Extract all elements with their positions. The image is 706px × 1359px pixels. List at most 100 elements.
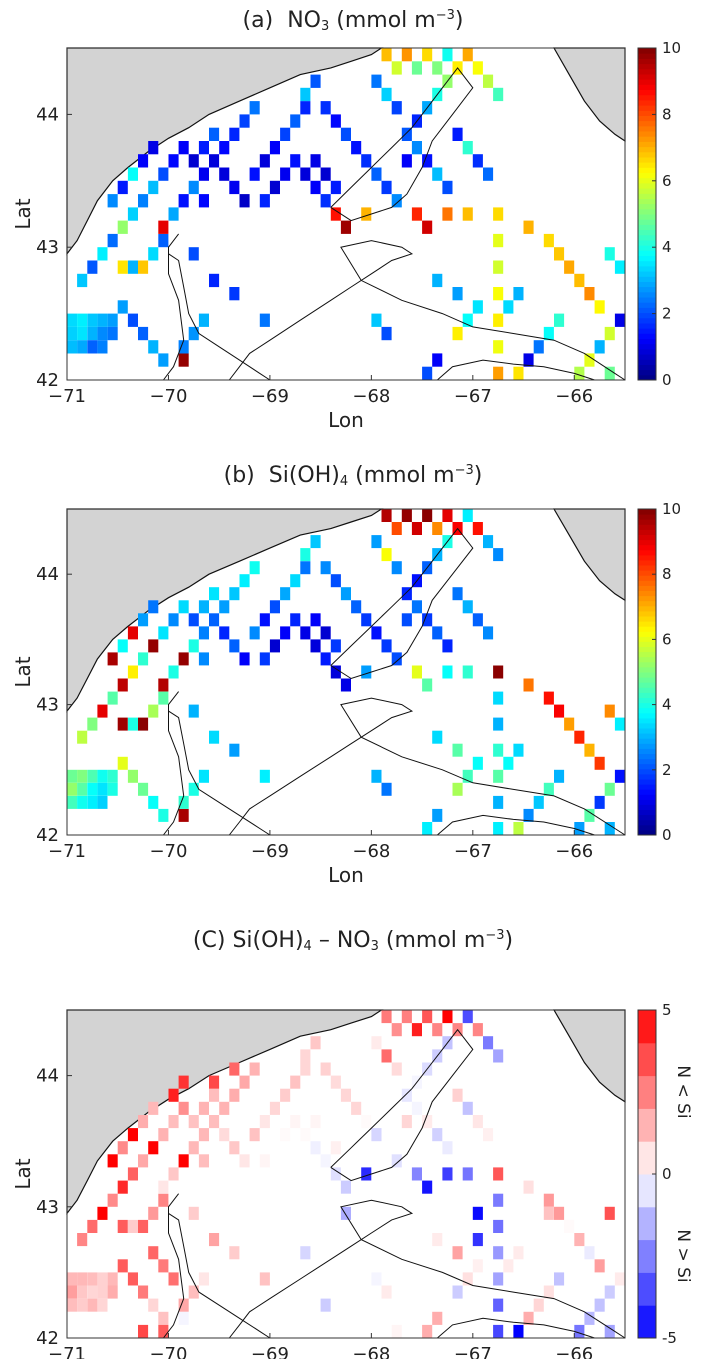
data-cell: [310, 180, 321, 195]
data-cell: [330, 180, 341, 195]
data-cell: [249, 626, 260, 640]
data-cell: [523, 220, 534, 234]
data-cell: [259, 652, 270, 666]
data-cell: [77, 326, 88, 341]
data-cell: [320, 626, 331, 640]
data-cell: [391, 1324, 402, 1338]
colorbar-segment: [638, 773, 656, 780]
depth-contour: [228, 1199, 626, 1339]
colorbar-segment: [638, 359, 656, 365]
colorbar-segment: [638, 286, 656, 293]
data-cell: [340, 678, 351, 692]
colorbar-segment: [638, 590, 656, 597]
data-cell: [158, 808, 169, 822]
data-cell: [107, 1285, 118, 1299]
data-cell: [178, 1298, 189, 1312]
colorbar-segment: [638, 115, 656, 122]
data-cell: [310, 1141, 321, 1155]
colorbar-segment: [638, 1042, 656, 1077]
data-cell: [127, 1167, 138, 1181]
data-cell: [411, 1167, 422, 1181]
data-cell: [614, 313, 625, 327]
y-axis-label: Lat: [11, 198, 35, 229]
data-cell: [452, 1088, 463, 1102]
data-cell: [97, 313, 108, 327]
data-cell: [198, 1154, 209, 1168]
data-cell: [381, 48, 392, 62]
data-cell: [158, 167, 169, 181]
data-cell: [117, 260, 128, 274]
data-cell: [472, 756, 483, 770]
data-cell: [97, 1298, 108, 1312]
data-cell: [564, 260, 575, 274]
colorbar-segment: [638, 697, 656, 704]
data-cell: [259, 313, 270, 327]
data-cell: [493, 717, 504, 731]
colorbar-segment: [638, 307, 656, 314]
data-cell: [462, 1272, 473, 1286]
data-cell: [472, 300, 483, 314]
panel-a-title-sub: 3: [320, 19, 330, 34]
data-cell: [452, 743, 463, 757]
data-cell: [107, 313, 118, 327]
data-cell: [300, 167, 311, 181]
data-cell: [472, 1206, 483, 1220]
data-cell: [138, 1115, 149, 1129]
data-cell: [513, 366, 524, 380]
data-cell: [462, 141, 473, 155]
data-cell: [493, 1298, 504, 1312]
colorbar-tick-label: 10: [662, 500, 681, 518]
data-cell: [432, 1023, 443, 1037]
colorbar-segment: [638, 717, 656, 724]
data-cell: [594, 1298, 605, 1312]
data-cell: [158, 353, 169, 367]
data-cell: [371, 1272, 382, 1286]
data-cell: [462, 313, 473, 327]
panel-c-title-units: (mmol m: [378, 928, 486, 953]
data-cell: [198, 167, 209, 181]
data-cell: [148, 1298, 159, 1312]
data-cell: [77, 730, 88, 744]
colorbar-segment: [638, 565, 656, 571]
data-cell: [249, 101, 260, 115]
data-cell: [564, 717, 575, 731]
data-cell: [229, 180, 240, 195]
colorbar-segment: [638, 794, 656, 800]
data-cell: [77, 1233, 88, 1247]
data-cell: [513, 1246, 524, 1260]
colorbar-segment: [638, 239, 656, 246]
data-cell: [483, 535, 494, 549]
data-cell: [87, 795, 98, 809]
data-cell: [442, 509, 453, 522]
data-cell: [117, 1259, 128, 1273]
colorbar-segment: [638, 48, 656, 54]
data-cell: [107, 652, 118, 666]
data-cell: [543, 1206, 554, 1220]
data-cell: [604, 1206, 615, 1220]
data-cell: [493, 1246, 504, 1260]
data-cell: [523, 808, 534, 822]
depth-contour: [436, 1317, 595, 1339]
data-cell: [259, 194, 270, 208]
panel-c-title: (C) Si(OH)4 – NO3 (mmol m−3): [0, 928, 706, 954]
data-cell: [77, 795, 88, 809]
data-cell: [381, 87, 392, 102]
data-cell: [178, 600, 189, 614]
data-cell: [543, 1193, 554, 1207]
data-cell: [138, 194, 149, 208]
data-cell: [300, 1062, 311, 1076]
panel-b-title-units: (mmol m: [348, 463, 455, 488]
x-tick-label: −67: [454, 386, 492, 407]
colorbar-segment: [638, 1305, 656, 1339]
data-cell: [107, 1154, 118, 1168]
data-cell: [87, 260, 98, 274]
colorbar-segment: [638, 177, 656, 184]
data-cell: [148, 1101, 159, 1115]
data-cell: [472, 613, 483, 627]
data-cell: [269, 141, 280, 155]
data-cell: [483, 626, 494, 640]
colorbar-segment: [638, 656, 656, 663]
data-cell: [239, 194, 250, 208]
colorbar-segment: [638, 182, 656, 189]
colorbar-segment: [638, 297, 656, 303]
